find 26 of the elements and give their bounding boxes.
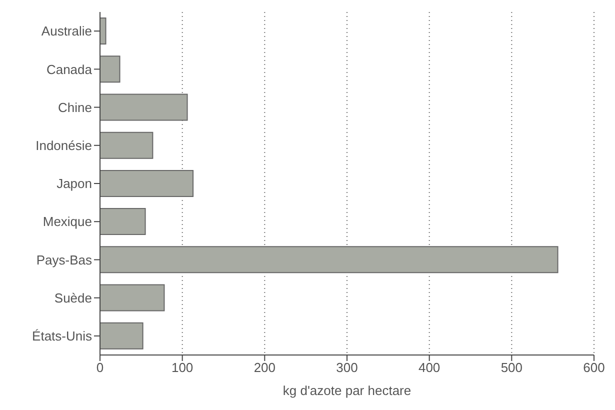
y-tick-label: Japon — [56, 176, 92, 192]
y-tick-label: Mexique — [42, 214, 92, 230]
bar — [100, 94, 188, 121]
bar — [100, 170, 194, 197]
bar — [100, 322, 144, 350]
x-tick-label: 200 — [254, 360, 276, 376]
y-tick-label: Indonésie — [36, 138, 92, 154]
bar — [100, 246, 558, 274]
y-tick-label: Chine — [58, 100, 92, 115]
bar — [100, 284, 165, 312]
x-tick-label: 0 — [96, 360, 104, 376]
y-tick-label: Pays-Bas — [36, 252, 92, 268]
y-tick-label: Suède — [54, 290, 92, 306]
x-tick-label: 600 — [583, 360, 605, 376]
y-tick-label: Canada — [46, 62, 93, 77]
bar — [100, 18, 106, 44]
x-tick-label: 400 — [418, 360, 440, 376]
bar — [100, 56, 120, 83]
y-tick-label: Australie — [41, 24, 92, 39]
bar — [100, 208, 146, 236]
x-tick-label: 100 — [171, 360, 194, 376]
x-tick-label: 500 — [500, 360, 523, 376]
y-tick-label: États-Unis — [32, 328, 92, 344]
bar — [100, 132, 154, 159]
x-axis-title: kg d'azote par hectare — [282, 383, 412, 398]
x-tick-label: 300 — [336, 360, 358, 376]
